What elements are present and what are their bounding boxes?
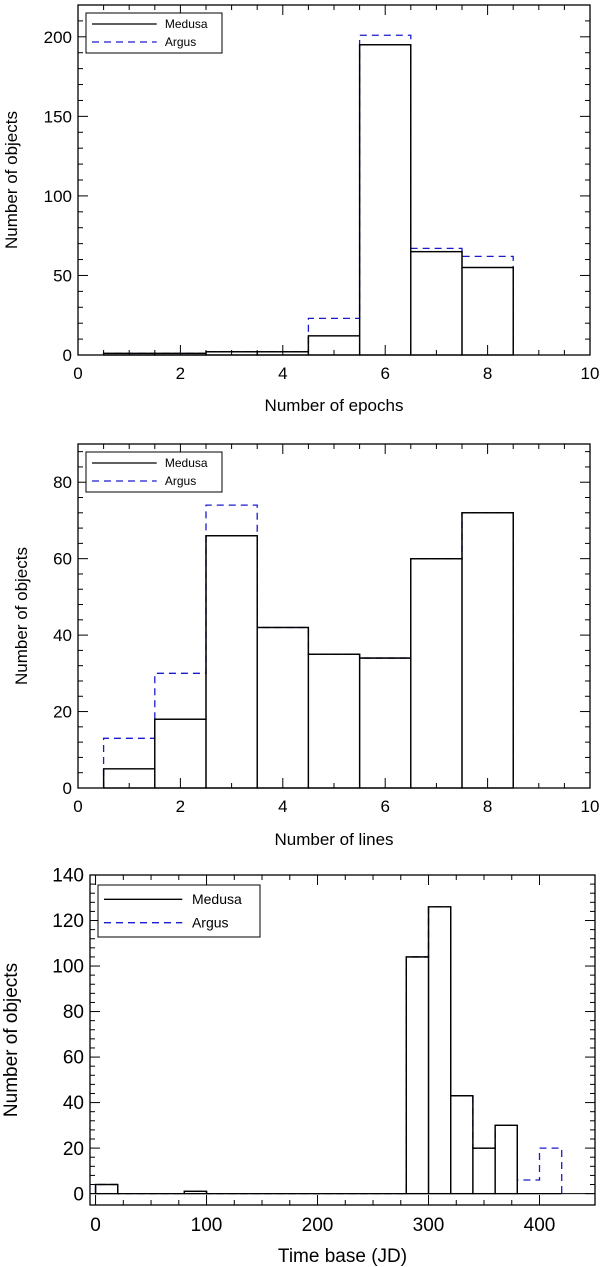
x-tick-label: 10: [581, 364, 600, 383]
panel-lines: 0 2 4 6 8 10 0 20 40 60 80 Number of lines Number …: [12, 443, 599, 849]
x-tick-label: 8: [483, 364, 492, 383]
legend-label-argus: Argus: [165, 35, 196, 49]
bar-medusa: [256, 626, 310, 789]
series-line-medusa: [102, 44, 514, 355]
bar-medusa: [94, 1183, 119, 1195]
x-tick-label: 0: [90, 1215, 101, 1236]
bar-medusa: [427, 906, 452, 1195]
tick-labels: 0 100 200 300 400 0 20 40 60 80 100 120 140: [52, 866, 555, 1236]
y-tick-label: 40: [53, 626, 72, 645]
x-axis-label: Number of lines: [274, 830, 393, 849]
bar-medusa: [450, 1095, 474, 1195]
x-tick-label: 0: [73, 364, 82, 383]
legend-label-medusa: Medusa: [192, 891, 242, 907]
x-tick-label: 8: [483, 797, 492, 816]
x-tick-label: 4: [278, 797, 287, 816]
y-tick-label: 80: [53, 473, 72, 492]
x-tick-label: 400: [524, 1215, 556, 1236]
y-tick-label: 100: [44, 187, 72, 206]
x-tick-label: 10: [581, 797, 600, 816]
bar-medusa: [154, 718, 207, 789]
x-tick-label: 6: [380, 797, 389, 816]
y-tick-label: 20: [53, 703, 72, 722]
y-tick-label: 60: [63, 1048, 84, 1069]
tick-labels: 0 2 4 6 8 10 0 20 40 60 80: [53, 473, 599, 816]
legend-box: [85, 451, 223, 493]
histogram-marks: [78, 504, 590, 789]
y-tick-label: 0: [63, 346, 72, 365]
y-tick-label: 140: [52, 866, 84, 887]
bar-medusa: [358, 44, 412, 356]
panel-timebase: 0 100 200 300 400 0 20 40 60 80 100 120 140 Time bas…: [1, 866, 596, 1267]
legend: Medusa Argus: [85, 12, 223, 54]
legend: Medusa Argus: [85, 451, 223, 493]
histogram-marks: [90, 906, 595, 1195]
y-tick-label: 20: [63, 1139, 84, 1160]
legend-box: [85, 12, 223, 54]
y-axis-label: Number of objects: [12, 547, 31, 685]
y-tick-label: 120: [52, 911, 84, 932]
series-line-argus: [94, 906, 563, 1195]
bar-medusa: [472, 1147, 496, 1195]
bar-medusa: [307, 653, 361, 789]
x-tick-label: 4: [278, 364, 287, 383]
x-tick-label: 2: [176, 364, 185, 383]
bar-medusa: [461, 512, 514, 789]
legend: Medusa Argus: [97, 884, 261, 938]
y-tick-label: 0: [73, 1184, 84, 1205]
bar-medusa: [205, 535, 258, 789]
series-line-argus: [102, 34, 514, 355]
legend-label-argus: Argus: [165, 474, 196, 488]
y-axis-label: Number of objects: [1, 963, 22, 1117]
legend-label-medusa: Medusa: [165, 456, 208, 470]
plot-frame: [89, 874, 596, 1206]
legend-label-argus: Argus: [192, 915, 229, 931]
y-tick-label: 60: [53, 550, 72, 569]
legend-label-medusa: Medusa: [165, 17, 208, 31]
y-tick-label: 0: [63, 779, 72, 798]
x-tick-label: 0: [73, 797, 82, 816]
bar-medusa: [410, 250, 463, 356]
y-tick-label: 40: [63, 1093, 84, 1114]
y-tick-label: 200: [44, 28, 72, 47]
bar-medusa: [461, 266, 514, 356]
y-tick-label: 50: [53, 266, 72, 285]
bar-medusa: [494, 1124, 518, 1195]
y-tick-label: 100: [52, 957, 84, 978]
legend-box: [97, 884, 261, 938]
bar-medusa: [410, 558, 463, 789]
x-tick-label: 200: [302, 1215, 334, 1236]
x-axis-label: Number of epochs: [265, 396, 404, 415]
axis-ticks: [77, 444, 591, 789]
histogram-marks: [78, 34, 590, 356]
y-tick-label: 150: [44, 107, 72, 126]
x-tick-label: 100: [191, 1215, 223, 1236]
x-tick-label: 6: [380, 364, 389, 383]
series-line-medusa: [94, 906, 562, 1195]
axis-ticks: [90, 874, 595, 1205]
x-axis-label: Time base (JD): [278, 1246, 407, 1267]
y-axis-label: Number of objects: [2, 111, 21, 249]
y-tick-label: 80: [63, 1002, 84, 1023]
bar-medusa: [358, 657, 412, 789]
bar-medusa: [405, 956, 430, 1195]
x-tick-label: 300: [413, 1215, 445, 1236]
x-tick-label: 2: [176, 797, 185, 816]
